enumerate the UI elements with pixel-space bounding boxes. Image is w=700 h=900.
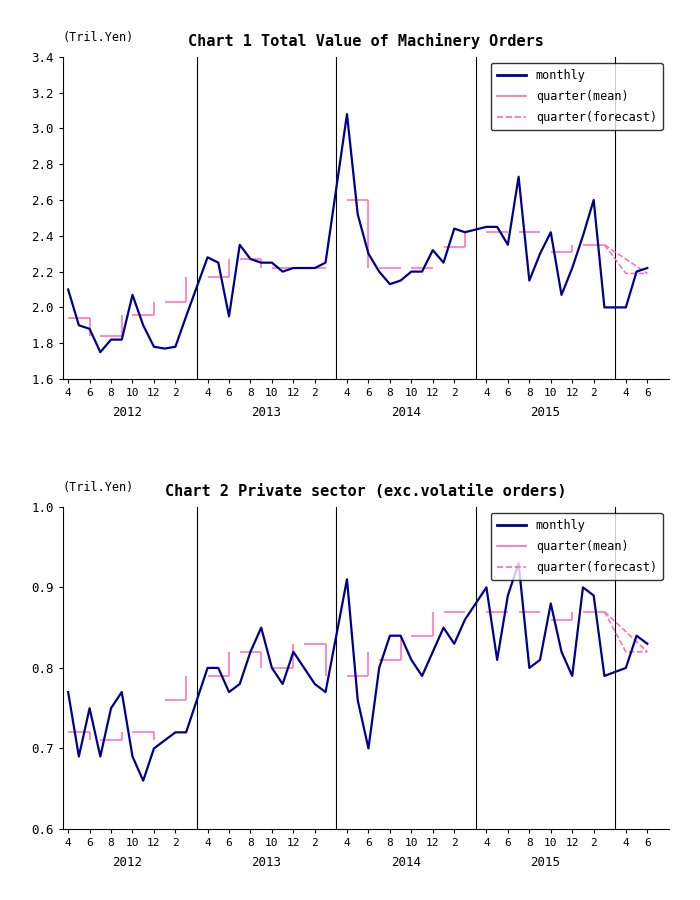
Text: 2012: 2012 <box>112 407 142 419</box>
Text: (Tril.Yen): (Tril.Yen) <box>63 481 134 494</box>
Text: (Tril.Yen): (Tril.Yen) <box>63 31 134 44</box>
Text: 2012: 2012 <box>112 857 142 869</box>
Legend: monthly, quarter(mean), quarter(forecast): monthly, quarter(mean), quarter(forecast… <box>491 63 663 130</box>
Text: 2015: 2015 <box>531 857 561 869</box>
Title: Chart 2 Private sector (exc.volatile orders): Chart 2 Private sector (exc.volatile ord… <box>165 483 566 499</box>
Title: Chart 1 Total Value of Machinery Orders: Chart 1 Total Value of Machinery Orders <box>188 32 544 49</box>
Text: 2014: 2014 <box>391 857 421 869</box>
Text: 2014: 2014 <box>391 407 421 419</box>
Legend: monthly, quarter(mean), quarter(forecast): monthly, quarter(mean), quarter(forecast… <box>491 513 663 580</box>
Text: 2013: 2013 <box>251 857 281 869</box>
Text: 2015: 2015 <box>531 407 561 419</box>
Text: 2013: 2013 <box>251 407 281 419</box>
